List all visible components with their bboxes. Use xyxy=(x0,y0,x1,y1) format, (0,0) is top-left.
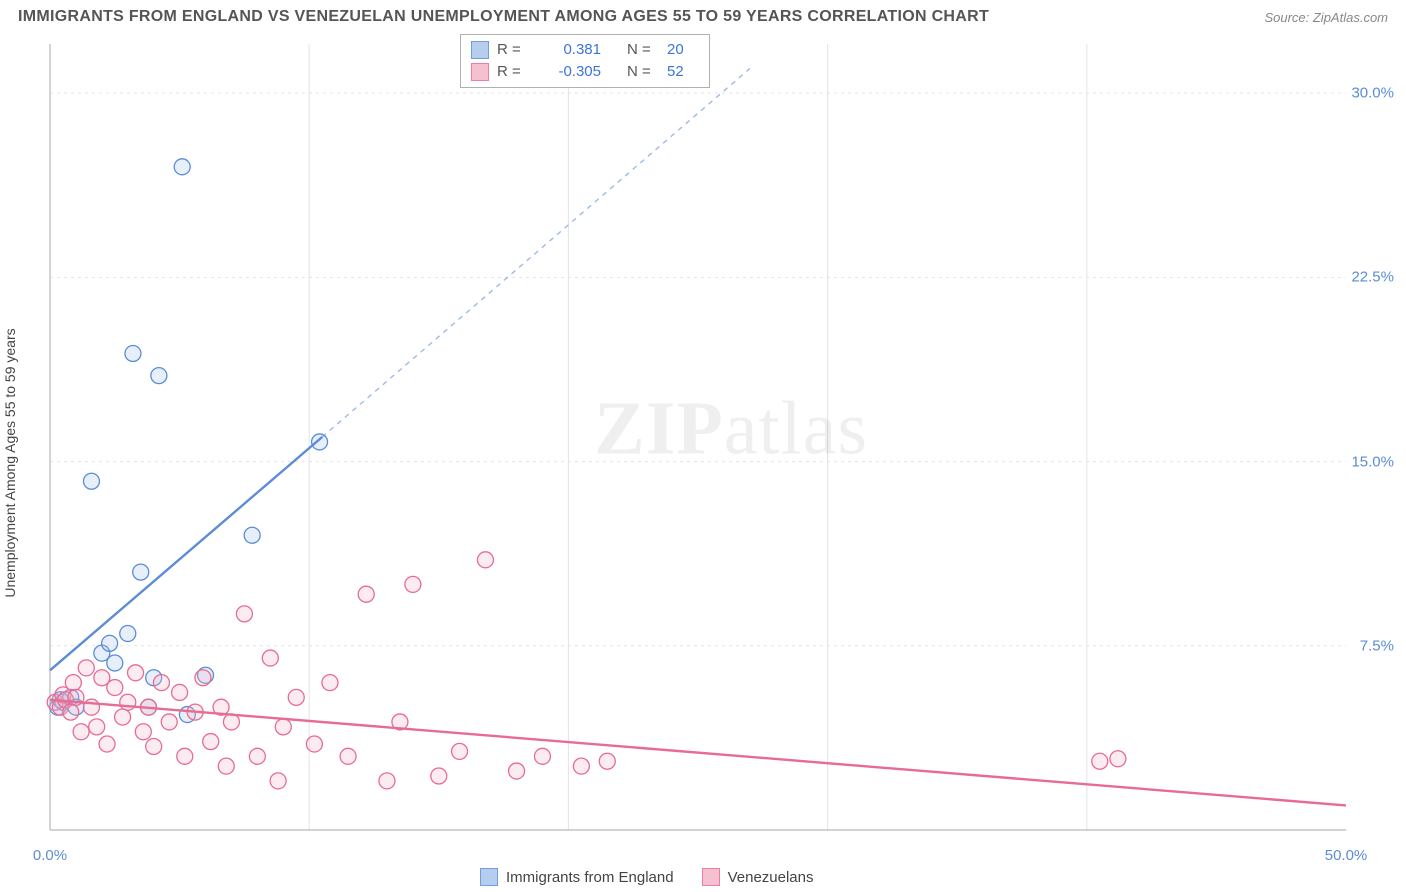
scatter-point-venezuelans xyxy=(78,660,94,676)
title-bar: IMMIGRANTS FROM ENGLAND VS VENEZUELAN UN… xyxy=(0,0,1406,32)
scatter-point-venezuelans xyxy=(452,743,468,759)
scatter-point-venezuelans xyxy=(146,738,162,754)
scatter-point-venezuelans xyxy=(306,736,322,752)
scatter-point-venezuelans xyxy=(599,753,615,769)
stat-n-label: N = xyxy=(627,39,659,61)
scatter-point-venezuelans xyxy=(534,748,550,764)
x-tick-label: 0.0% xyxy=(33,847,67,864)
chart-wrap: Unemployment Among Ages 55 to 59 years Z… xyxy=(0,34,1406,892)
scatter-point-venezuelans xyxy=(177,748,193,764)
scatter-point-venezuelans xyxy=(128,665,144,681)
legend-swatch-venezuelans xyxy=(471,63,489,81)
stats-legend-row-england: R = 0.381 N = 20 xyxy=(471,39,699,61)
scatter-point-venezuelans xyxy=(63,704,79,720)
scatter-point-england xyxy=(83,473,99,489)
scatter-point-venezuelans xyxy=(73,724,89,740)
series-legend-item-england: Immigrants from England xyxy=(480,868,674,886)
scatter-point-venezuelans xyxy=(218,758,234,774)
scatter-point-england xyxy=(107,655,123,671)
scatter-point-venezuelans xyxy=(358,586,374,602)
stat-r-value-venezuelans: -0.305 xyxy=(537,61,601,83)
scatter-point-england xyxy=(102,635,118,651)
stats-legend: R = 0.381 N = 20 R = -0.305 N = 52 xyxy=(460,34,710,88)
source-attribution: Source: ZipAtlas.com xyxy=(1264,10,1388,25)
scatter-point-venezuelans xyxy=(322,675,338,691)
scatter-point-venezuelans xyxy=(172,684,188,700)
scatter-point-england xyxy=(312,434,328,450)
stats-legend-row-venezuelans: R = -0.305 N = 52 xyxy=(471,61,699,83)
series-legend-item-venezuelans: Venezuelans xyxy=(702,868,814,886)
stat-n-value-venezuelans: 52 xyxy=(667,61,699,83)
scatter-point-venezuelans xyxy=(573,758,589,774)
scatter-point-england xyxy=(133,564,149,580)
series-legend-label-venezuelans: Venezuelans xyxy=(728,869,814,886)
series-legend-label-england: Immigrants from England xyxy=(506,869,674,886)
scatter-point-venezuelans xyxy=(99,736,115,752)
legend-swatch-england xyxy=(471,41,489,59)
legend-swatch-england xyxy=(480,868,498,886)
scatter-point-england xyxy=(120,626,136,642)
scatter-point-venezuelans xyxy=(379,773,395,789)
scatter-point-venezuelans xyxy=(270,773,286,789)
y-tick-label: 15.0% xyxy=(1351,453,1394,470)
scatter-chart xyxy=(0,34,1406,892)
scatter-point-venezuelans xyxy=(120,694,136,710)
scatter-point-venezuelans xyxy=(288,689,304,705)
scatter-point-venezuelans xyxy=(161,714,177,730)
scatter-point-venezuelans xyxy=(236,606,252,622)
chart-title: IMMIGRANTS FROM ENGLAND VS VENEZUELAN UN… xyxy=(18,8,989,26)
scatter-point-venezuelans xyxy=(65,675,81,691)
x-tick-label: 50.0% xyxy=(1325,847,1368,864)
scatter-point-venezuelans xyxy=(223,714,239,730)
scatter-point-venezuelans xyxy=(107,680,123,696)
scatter-point-venezuelans xyxy=(115,709,131,725)
y-tick-label: 7.5% xyxy=(1360,637,1394,654)
scatter-point-venezuelans xyxy=(340,748,356,764)
scatter-point-england xyxy=(244,527,260,543)
scatter-point-venezuelans xyxy=(135,724,151,740)
scatter-point-england xyxy=(125,345,141,361)
scatter-point-venezuelans xyxy=(509,763,525,779)
scatter-point-england xyxy=(174,159,190,175)
scatter-point-venezuelans xyxy=(477,552,493,568)
y-tick-label: 22.5% xyxy=(1351,269,1394,286)
scatter-point-venezuelans xyxy=(203,734,219,750)
series-legend: Immigrants from England Venezuelans xyxy=(480,868,813,886)
scatter-point-venezuelans xyxy=(405,576,421,592)
scatter-point-venezuelans xyxy=(1110,751,1126,767)
scatter-point-venezuelans xyxy=(89,719,105,735)
stat-r-label: R = xyxy=(497,39,529,61)
stat-n-value-england: 20 xyxy=(667,39,699,61)
y-axis-label: Unemployment Among Ages 55 to 59 years xyxy=(2,328,18,597)
scatter-point-england xyxy=(151,368,167,384)
scatter-point-venezuelans xyxy=(275,719,291,735)
scatter-point-venezuelans xyxy=(431,768,447,784)
y-tick-label: 30.0% xyxy=(1351,85,1394,102)
legend-swatch-venezuelans xyxy=(702,868,720,886)
scatter-point-venezuelans xyxy=(262,650,278,666)
stat-r-value-england: 0.381 xyxy=(537,39,601,61)
scatter-point-venezuelans xyxy=(249,748,265,764)
stat-r-label: R = xyxy=(497,61,529,83)
scatter-point-venezuelans xyxy=(1092,753,1108,769)
scatter-point-venezuelans xyxy=(195,670,211,686)
scatter-point-venezuelans xyxy=(153,675,169,691)
stat-n-label: N = xyxy=(627,61,659,83)
